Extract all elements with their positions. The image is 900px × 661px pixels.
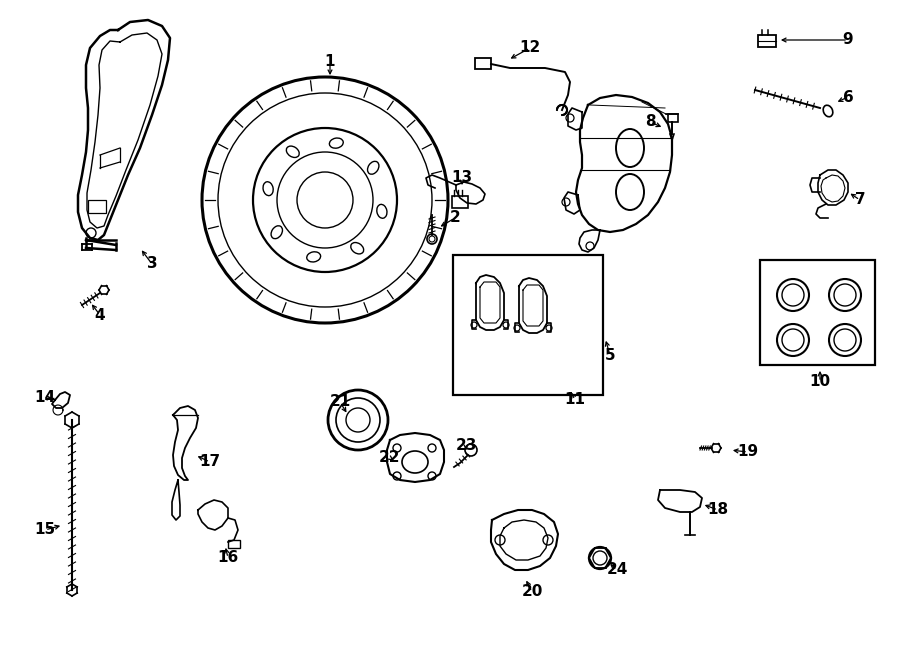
Text: 18: 18: [707, 502, 729, 518]
Text: 2: 2: [450, 210, 461, 225]
Text: 13: 13: [452, 171, 472, 186]
Text: 17: 17: [200, 455, 220, 469]
Text: 6: 6: [842, 89, 853, 104]
Text: 21: 21: [329, 395, 351, 410]
Bar: [760, 260, 875, 365]
Text: 22: 22: [379, 451, 400, 465]
Text: 4: 4: [94, 307, 105, 323]
Text: 8: 8: [644, 114, 655, 130]
Text: 16: 16: [218, 551, 238, 566]
Text: 11: 11: [564, 393, 586, 407]
Text: 3: 3: [147, 256, 158, 272]
Text: 24: 24: [607, 563, 627, 578]
Bar: [668, 114, 678, 122]
Text: 14: 14: [34, 391, 56, 405]
Text: 23: 23: [455, 438, 477, 453]
Bar: [228, 540, 240, 548]
Bar: [475, 58, 491, 69]
Text: 15: 15: [34, 522, 56, 537]
Text: 20: 20: [521, 584, 543, 600]
Text: 10: 10: [809, 375, 831, 389]
Text: 1: 1: [325, 54, 335, 69]
Text: 12: 12: [519, 40, 541, 56]
Bar: [453, 255, 603, 395]
Text: 9: 9: [842, 32, 853, 48]
Text: 19: 19: [737, 444, 759, 459]
Text: 7: 7: [855, 192, 865, 208]
Bar: [88, 200, 106, 213]
Bar: [758, 35, 776, 47]
Text: 5: 5: [605, 348, 616, 362]
Bar: [452, 196, 468, 208]
